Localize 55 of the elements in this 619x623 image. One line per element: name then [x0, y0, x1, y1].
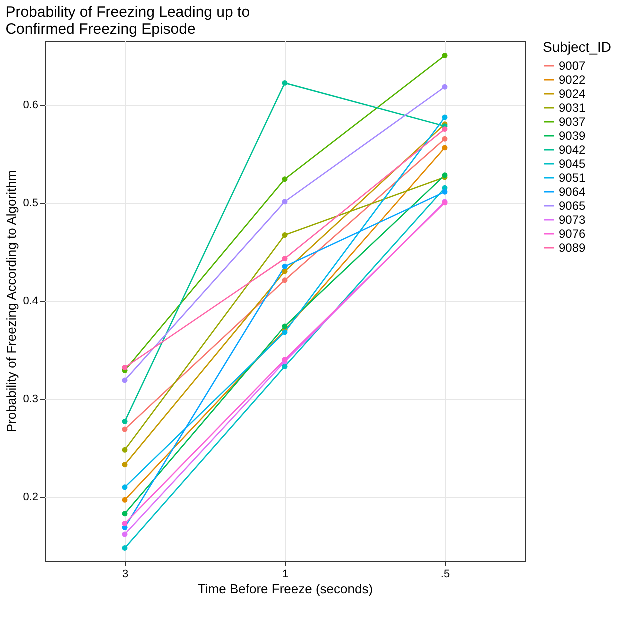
legend-label: 9089 [559, 241, 586, 255]
legend-label: 9037 [559, 115, 586, 129]
x-tick-label: .5 [440, 568, 450, 580]
y-tick-label: 0.6 [23, 99, 38, 112]
point [122, 484, 128, 490]
point [282, 199, 288, 205]
point [122, 364, 128, 370]
point [282, 80, 288, 86]
x-tick-label: 3 [122, 568, 129, 580]
point [122, 418, 128, 424]
point [442, 114, 448, 120]
point [442, 145, 448, 151]
point [442, 136, 448, 142]
point [122, 511, 128, 517]
legend-label: 9051 [559, 171, 586, 185]
point [122, 497, 128, 503]
legend-label: 9076 [559, 227, 586, 241]
point [122, 426, 128, 432]
legend-label: 9073 [559, 213, 586, 227]
point [442, 189, 448, 195]
x-axis-title: Time Before Freeze (seconds) [198, 582, 374, 596]
point [442, 126, 448, 132]
point [122, 520, 128, 526]
point [122, 462, 128, 468]
chart-title: Probability of Freezing Leading up to Confirmed Freezing Episode [6, 4, 250, 38]
point [442, 52, 448, 58]
point [282, 364, 288, 370]
legend-label: 9039 [559, 129, 586, 143]
point [122, 546, 128, 551]
y-tick-label: 0.2 [23, 492, 38, 504]
point [122, 447, 128, 453]
y-tick-label: 0.3 [23, 394, 38, 406]
point [282, 232, 288, 238]
legend-label: 9065 [559, 199, 586, 213]
point [282, 268, 288, 274]
legend-label: 9064 [559, 185, 586, 199]
point [442, 84, 448, 90]
legend-label: 9022 [559, 73, 586, 87]
y-axis-title: Probability of Freezing According to Algorithm [4, 170, 20, 433]
point [122, 378, 128, 384]
x-tick-label: 1 [282, 568, 289, 580]
legend-title: Subject_ID [543, 39, 612, 55]
y-tick-label: 0.5 [23, 197, 38, 210]
point [282, 176, 288, 182]
point [282, 256, 288, 262]
point [122, 532, 128, 538]
point [282, 324, 288, 330]
legend-label: 9031 [559, 101, 586, 115]
point [282, 278, 288, 284]
point [282, 264, 288, 270]
legend-label: 9024 [559, 87, 586, 101]
legend-label: 9007 [559, 59, 586, 73]
legend-label: 9045 [559, 157, 586, 171]
legend-label: 9042 [559, 143, 586, 157]
y-tick-label: 0.4 [23, 296, 38, 308]
